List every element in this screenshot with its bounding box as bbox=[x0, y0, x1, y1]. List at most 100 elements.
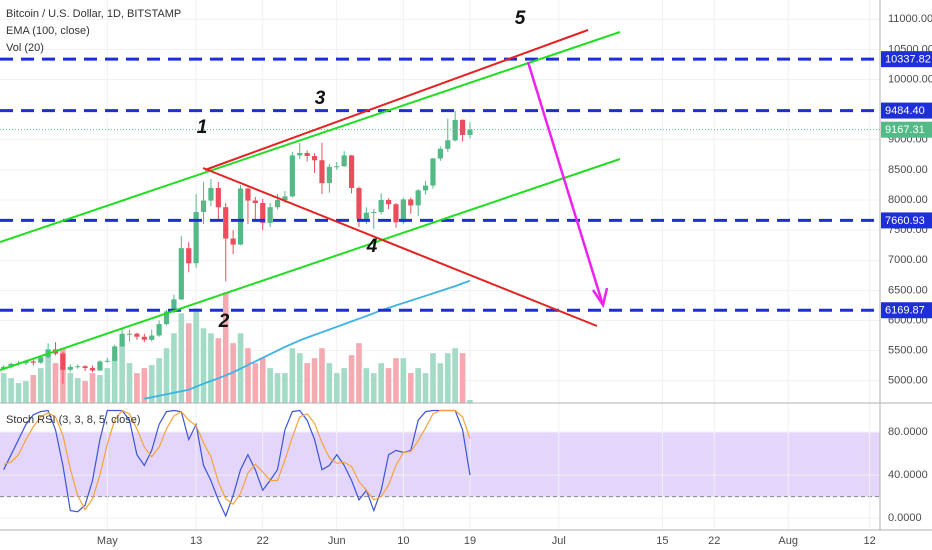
candle-body bbox=[75, 366, 81, 368]
candle-body bbox=[60, 353, 66, 370]
candle-body bbox=[452, 119, 458, 141]
candle-body bbox=[393, 204, 399, 223]
candle-body bbox=[237, 188, 244, 245]
x-tick-label: 10 bbox=[397, 535, 409, 547]
candle-body bbox=[89, 368, 96, 371]
volume-bar bbox=[444, 353, 451, 403]
indicator-line bbox=[3, 409, 471, 518]
ema-line bbox=[144, 279, 471, 400]
x-tick-label: 12 bbox=[864, 535, 876, 547]
candle-body bbox=[208, 187, 214, 201]
volume-bar bbox=[393, 358, 399, 403]
candle-body bbox=[356, 187, 362, 220]
y-tick-label: 5000.00 bbox=[888, 375, 928, 387]
volume-bar bbox=[378, 363, 384, 403]
volume-bar bbox=[437, 363, 444, 403]
candle-body bbox=[311, 156, 318, 161]
volume-bar bbox=[341, 368, 347, 403]
volume-bar bbox=[15, 383, 22, 403]
volume-bar bbox=[178, 313, 185, 403]
candle-body bbox=[400, 199, 406, 223]
candle-body bbox=[445, 140, 451, 149]
volume-bar bbox=[67, 373, 74, 403]
level-label-box bbox=[881, 51, 932, 68]
volume-bar bbox=[274, 373, 281, 403]
volume-bar bbox=[296, 353, 303, 403]
volume-bar bbox=[400, 358, 407, 403]
level-label-box bbox=[881, 102, 932, 119]
volume-bar bbox=[422, 373, 429, 403]
volume-bar bbox=[97, 375, 103, 403]
candle-body bbox=[385, 199, 392, 205]
candle-body bbox=[467, 129, 473, 135]
indicator-line bbox=[3, 409, 471, 511]
y-tick-label: 6500.00 bbox=[888, 284, 928, 296]
volume-bar bbox=[459, 353, 466, 403]
volume-bar bbox=[252, 363, 259, 403]
volume-bar bbox=[245, 348, 251, 403]
volume-bar bbox=[208, 333, 214, 403]
candle-body bbox=[126, 333, 133, 335]
y-tick-label: 11000.00 bbox=[888, 13, 932, 25]
candle-body bbox=[319, 160, 325, 184]
volume-bar bbox=[156, 358, 162, 403]
drawings bbox=[0, 29, 621, 371]
wave-label: 2 bbox=[218, 311, 230, 332]
candle-body bbox=[134, 333, 140, 337]
volume-bar bbox=[0, 373, 7, 403]
candle-body bbox=[30, 361, 36, 363]
candle-body bbox=[282, 196, 288, 200]
band-fill bbox=[0, 432, 880, 497]
level-label: 10337.82 bbox=[885, 54, 931, 66]
candle-body bbox=[186, 248, 192, 264]
candle-body bbox=[430, 158, 436, 186]
candle-body bbox=[326, 166, 332, 184]
candle-body bbox=[119, 333, 125, 347]
candle-body bbox=[341, 155, 347, 167]
volume-bar bbox=[141, 368, 148, 403]
candle-body bbox=[200, 200, 207, 213]
indicator-label: EMA (100, close) bbox=[6, 25, 90, 37]
volume-bar bbox=[259, 358, 266, 403]
candle-body bbox=[112, 346, 118, 361]
volume-bar bbox=[119, 343, 125, 403]
candle-body bbox=[193, 212, 199, 264]
x-tick-label: 15 bbox=[656, 535, 668, 547]
volume-bar bbox=[363, 368, 370, 403]
volume-bar bbox=[82, 381, 88, 403]
candle-body bbox=[67, 366, 73, 370]
volume-bar bbox=[222, 292, 229, 403]
volume-bar bbox=[304, 363, 310, 403]
volume-bar bbox=[30, 375, 37, 403]
candle-body bbox=[289, 155, 295, 197]
x-tick-label: Jul bbox=[552, 535, 566, 547]
level-label: 7660.93 bbox=[885, 215, 925, 227]
volume-bar bbox=[171, 333, 177, 403]
x-tick-label: 19 bbox=[464, 535, 476, 547]
candle-body bbox=[437, 148, 443, 159]
candle-body bbox=[459, 119, 466, 135]
candle-body bbox=[223, 207, 229, 239]
volume-bar bbox=[111, 358, 118, 403]
trend-line bbox=[0, 158, 621, 371]
candle-body bbox=[304, 153, 310, 157]
level-label: 6169.87 bbox=[885, 305, 925, 317]
level-label: 9484.40 bbox=[885, 105, 925, 117]
volume-bar bbox=[148, 365, 155, 403]
volume-bar bbox=[289, 348, 296, 403]
candle-body bbox=[82, 366, 88, 369]
level-label-box bbox=[881, 302, 932, 319]
x-tick-label: 22 bbox=[257, 535, 269, 547]
volume-bar bbox=[385, 368, 392, 403]
arrow bbox=[526, 61, 604, 303]
volume-bar bbox=[134, 373, 140, 403]
candle-body bbox=[252, 200, 258, 204]
volume-bar bbox=[407, 373, 414, 403]
wave-label: 3 bbox=[315, 88, 326, 109]
volume-bar bbox=[282, 373, 288, 403]
candle-body bbox=[230, 238, 236, 245]
trend-line bbox=[204, 29, 589, 171]
y-tick-label: 5500.00 bbox=[888, 344, 928, 356]
candle-body bbox=[363, 212, 369, 220]
